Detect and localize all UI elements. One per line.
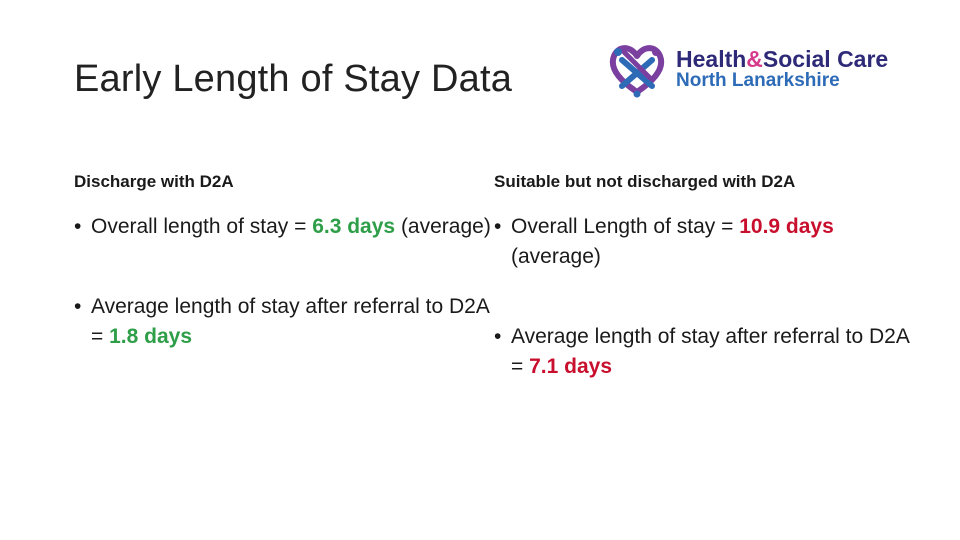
logo-wordmark: Health&Social Care North Lanarkshire	[676, 47, 888, 91]
highlight-value: 10.9 days	[739, 215, 834, 238]
bullet-marker: •	[494, 215, 502, 238]
bullet-text-after: (average)	[395, 215, 491, 238]
bullet-item: • Overall Length of stay = 10.9 days (av…	[494, 212, 914, 272]
column-suitable-not-discharged: Suitable but not discharged with D2A • O…	[494, 170, 914, 432]
bullet-item: • Overall length of stay = 6.3 days (ave…	[74, 212, 494, 242]
bullet-marker: •	[74, 215, 82, 238]
bullet-item: • Average length of stay after referral …	[74, 292, 494, 352]
organisation-logo: Health&Social Care North Lanarkshire	[606, 38, 906, 100]
highlight-value: 1.8 days	[109, 325, 193, 348]
bullet-text: Average length of stay after referral to…	[91, 295, 489, 348]
logo-health-text: Health	[676, 45, 747, 72]
bullet-text-after: (average)	[511, 245, 601, 268]
bullet-item: • Average length of stay after referral …	[494, 322, 914, 382]
bullet-text: Overall Length of stay =	[511, 215, 740, 238]
heart-knot-logo-icon	[609, 45, 665, 98]
logo-ampersand: &	[746, 45, 763, 72]
bullet-marker: •	[494, 325, 502, 348]
bullet-marker: •	[74, 295, 82, 318]
bullet-text: Overall length of stay =	[91, 215, 313, 238]
slide-title: Early Length of Stay Data	[74, 58, 513, 100]
highlight-value: 6.3 days	[312, 215, 396, 238]
highlight-value: 7.1 days	[529, 355, 613, 378]
logo-line-2: North Lanarkshire	[676, 70, 840, 92]
logo-line-1: Health&Social Care	[676, 47, 888, 71]
bullet-list: • Overall length of stay = 6.3 days (ave…	[74, 212, 494, 352]
column-heading: Suitable but not discharged with D2A	[494, 172, 796, 191]
bullet-list: • Overall Length of stay = 10.9 days (av…	[494, 212, 914, 382]
logo-social-care-text: Social Care	[762, 45, 889, 72]
column-discharge-with-d2a: Discharge with D2A • Overall length of s…	[74, 170, 494, 402]
column-heading: Discharge with D2A	[74, 172, 234, 191]
bullet-text: Average length of stay after referral to…	[511, 325, 909, 378]
